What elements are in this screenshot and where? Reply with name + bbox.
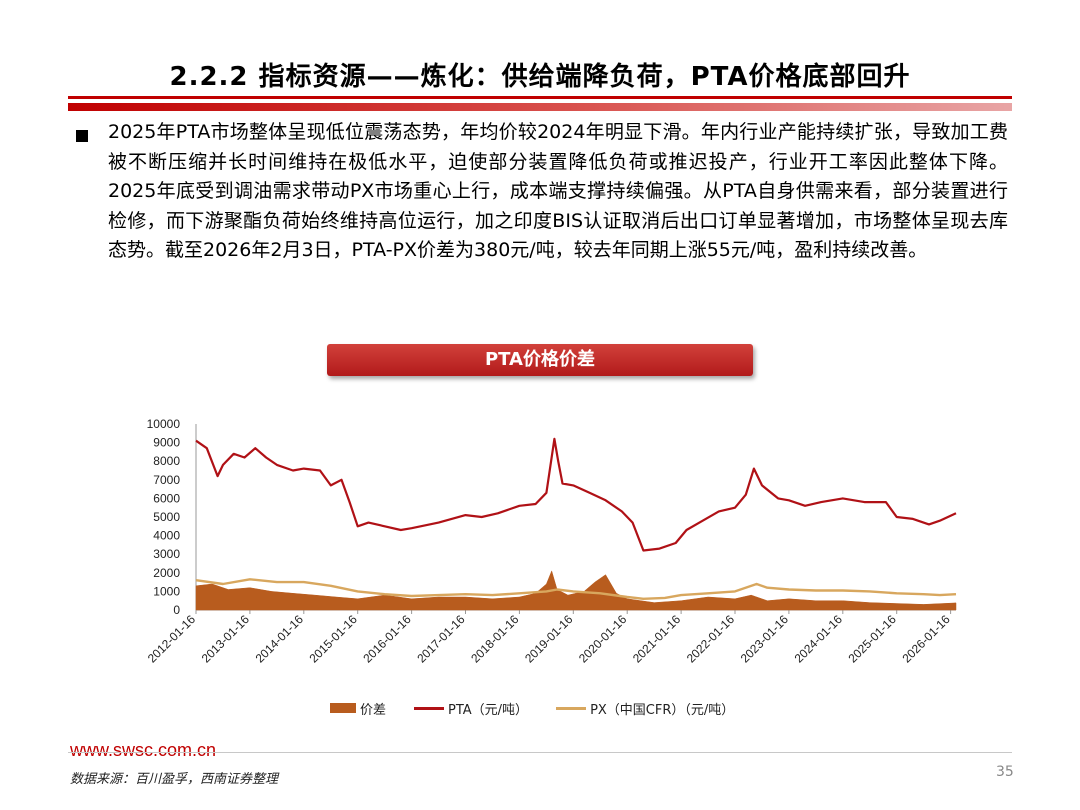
y-tick-label: 10000 (147, 417, 181, 431)
y-tick-label: 2000 (153, 566, 180, 580)
data-source-note: 数据来源：百川盈孚，西南证券整理 (70, 772, 279, 787)
y-tick-label: 7000 (153, 473, 180, 487)
legend-item-spread: 价差 (330, 699, 386, 718)
y-tick-label: 6000 (153, 491, 180, 505)
legend-swatch-spread (330, 703, 356, 713)
legend-swatch-px (556, 706, 587, 710)
legend-swatch-pta (414, 706, 445, 710)
chart-title-banner: PTA价格价差 (327, 344, 753, 376)
x-tick-label: 2018-01-16 (468, 612, 522, 666)
x-tick-label: 2017-01-16 (414, 612, 468, 666)
legend-label-px: PX（中国CFR）（元/吨） (590, 702, 735, 718)
legend-item-pta: PTA（元/吨） (414, 699, 528, 718)
y-tick-label: 3000 (153, 547, 180, 561)
series-spread-area (195, 570, 957, 611)
page-title: 2.2.2 指标资源——炼化：供给端降负荷，PTA价格底部回升 (169, 62, 911, 92)
y-tick-label: 1000 (153, 584, 180, 598)
title-divider-bar (68, 103, 1012, 111)
x-tick-label: 2025-01-16 (846, 612, 900, 666)
website-link[interactable]: www.swsc.com.cn (70, 740, 217, 760)
x-tick-label: 2016-01-16 (360, 612, 414, 666)
y-tick-label: 8000 (153, 454, 180, 468)
x-tick-label: 2021-01-16 (630, 612, 684, 666)
y-tick-label: 9000 (153, 436, 180, 450)
x-tick-label: 2019-01-16 (522, 612, 576, 666)
x-tick-label: 2023-01-16 (738, 612, 792, 666)
x-tick-label: 2022-01-16 (684, 612, 738, 666)
legend-label-spread: 价差 (360, 702, 387, 718)
y-tick-label: 0 (173, 603, 180, 617)
legend-item-px: PX（中国CFR）（元/吨） (556, 699, 734, 718)
x-tick-label: 2024-01-16 (792, 612, 846, 666)
x-tick-label: 2014-01-16 (253, 612, 307, 666)
x-tick-label: 2013-01-16 (199, 612, 253, 666)
bullet-paragraph: 2025年PTA市场整体呈现低位震荡态势，年均价较2024年明显下滑。年内行业产… (108, 121, 1008, 261)
x-tick-label: 2015-01-16 (307, 612, 361, 666)
x-tick-label: 2020-01-16 (576, 612, 630, 666)
page-number: 35 (996, 764, 1014, 780)
series-pta-line (195, 437, 957, 552)
series-px-line (195, 578, 957, 600)
title-divider-thin (68, 96, 1012, 99)
x-tick-label: 2026-01-16 (899, 612, 953, 666)
y-tick-label: 5000 (153, 510, 180, 524)
bullet-square-icon (76, 130, 88, 142)
legend-label-pta: PTA（元/吨） (448, 702, 529, 718)
x-tick-label: 2012-01-16 (145, 612, 199, 666)
chart-legend: 价差 PTA（元/吨） PX（中国CFR）（元/吨） (330, 698, 762, 718)
y-tick-label: 4000 (153, 529, 180, 543)
footer-divider (68, 752, 1012, 753)
